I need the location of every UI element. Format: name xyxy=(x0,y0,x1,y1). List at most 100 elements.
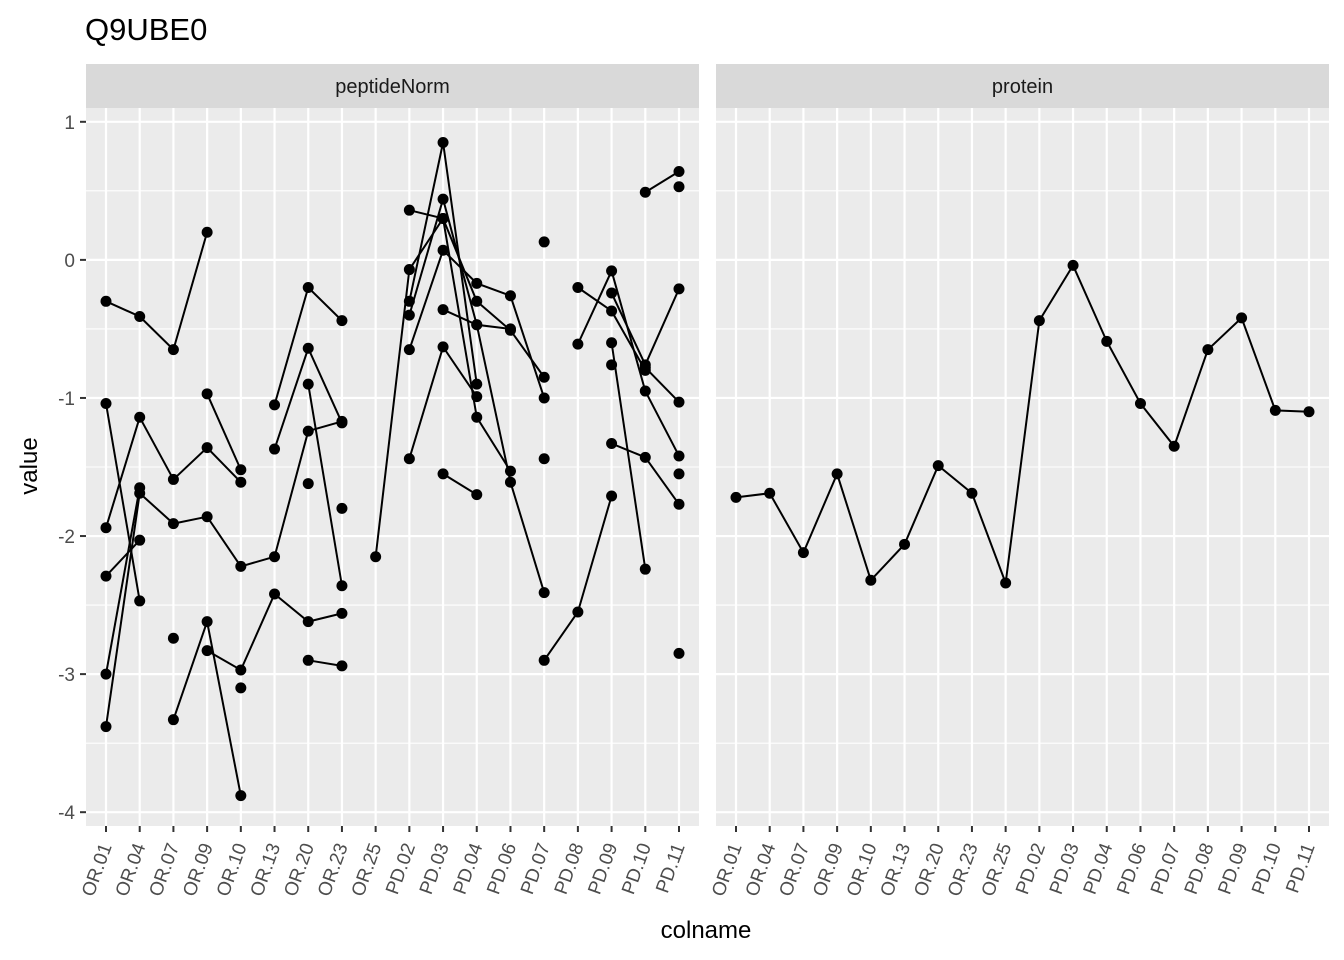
series-line xyxy=(105,487,141,675)
series-4 xyxy=(100,534,146,582)
data-point xyxy=(336,417,348,429)
data-point xyxy=(966,487,978,499)
y-tick-label: -4 xyxy=(58,803,75,824)
data-point xyxy=(831,468,843,480)
facet-strip-label: peptideNorm xyxy=(335,76,450,98)
data-point xyxy=(538,654,550,666)
series-line xyxy=(610,342,647,570)
data-point xyxy=(134,411,146,423)
data-point xyxy=(403,309,415,321)
x-tick-label: PD.07 xyxy=(1147,841,1185,898)
data-point xyxy=(302,478,314,490)
y-axis-title: value xyxy=(16,437,43,494)
x-tick-label: OR.10 xyxy=(843,841,882,900)
data-point xyxy=(606,337,618,349)
data-point xyxy=(639,362,651,374)
data-point xyxy=(201,645,213,657)
data-point xyxy=(797,547,809,559)
x-tick-label: OR.09 xyxy=(179,841,218,900)
data-point xyxy=(100,522,112,534)
data-point xyxy=(336,580,348,592)
data-point xyxy=(471,378,483,390)
data-point xyxy=(639,385,651,397)
x-tick-label: OR.20 xyxy=(910,841,949,900)
data-point xyxy=(1067,259,1079,271)
facet-strip xyxy=(86,64,699,108)
data-point xyxy=(235,464,247,476)
data-point xyxy=(269,399,281,411)
x-tick-label: PD.09 xyxy=(1214,841,1252,898)
x-tick-label: OR.04 xyxy=(742,840,781,899)
data-point xyxy=(572,282,584,293)
series-28 xyxy=(538,490,618,666)
data-point xyxy=(201,511,213,523)
series-17 xyxy=(336,502,348,514)
x-tick-label: OR.23 xyxy=(944,841,983,900)
data-point xyxy=(673,283,685,295)
data-point xyxy=(201,616,213,628)
x-tick-label: PD.02 xyxy=(1012,841,1050,898)
series-line xyxy=(644,366,680,403)
series-line xyxy=(105,539,141,577)
data-point xyxy=(1303,406,1315,418)
data-point xyxy=(1000,577,1012,589)
series-37 xyxy=(673,181,685,193)
series-12 xyxy=(269,282,348,411)
y-tick-label: -2 xyxy=(58,527,75,548)
series-7 xyxy=(167,632,179,644)
x-tick-label: OR.10 xyxy=(213,841,252,900)
series-line xyxy=(644,170,680,194)
data-point xyxy=(437,137,449,149)
data-point xyxy=(100,721,112,733)
x-tick-label: OR.20 xyxy=(280,841,319,900)
data-point xyxy=(471,277,483,289)
x-tick-label: PD.10 xyxy=(1248,841,1286,898)
series-15 xyxy=(302,478,314,490)
x-tick-label: OR.13 xyxy=(877,841,916,900)
data-point xyxy=(673,468,685,480)
x-tick-label: PD.08 xyxy=(551,841,589,898)
data-point xyxy=(437,304,449,316)
data-point xyxy=(572,338,584,350)
series-14 xyxy=(302,378,348,592)
data-point xyxy=(269,443,281,455)
data-point xyxy=(437,341,449,353)
data-point xyxy=(134,534,146,546)
x-tick-label: PD.03 xyxy=(416,841,454,898)
data-point xyxy=(302,282,314,293)
series-3 xyxy=(100,411,247,534)
data-point xyxy=(639,563,651,575)
data-point xyxy=(336,607,348,619)
data-point xyxy=(504,476,516,488)
data-point xyxy=(471,319,483,331)
data-point xyxy=(302,616,314,628)
data-point xyxy=(437,468,449,480)
series-1 xyxy=(730,259,1315,589)
data-point xyxy=(134,595,146,607)
data-point xyxy=(606,438,618,450)
x-tick-label: PD.04 xyxy=(450,840,488,897)
series-27 xyxy=(538,453,550,465)
data-point xyxy=(639,186,651,198)
x-tick-label: PD.03 xyxy=(1046,841,1084,898)
series-33 xyxy=(606,359,618,371)
data-point xyxy=(730,491,742,503)
facet-strip-label: protein xyxy=(992,76,1053,98)
data-point xyxy=(639,451,651,463)
y-tick-label: 0 xyxy=(64,251,75,272)
data-point xyxy=(437,244,449,256)
data-point xyxy=(437,212,449,224)
data-point xyxy=(336,315,348,327)
series-1 xyxy=(100,226,213,356)
x-tick-label: OR.07 xyxy=(146,841,185,900)
series-26 xyxy=(538,236,550,248)
facet-panels: peptideNormOR.01OR.04OR.07OR.09OR.10OR.1… xyxy=(58,64,1329,899)
data-point xyxy=(673,647,685,659)
x-tick-label: OR.01 xyxy=(78,841,117,900)
data-point xyxy=(134,487,146,499)
panel-peptideNorm: peptideNorm OR.01OR.04OR.07OR.09OR.10OR.1… xyxy=(58,64,699,899)
data-point xyxy=(167,632,179,644)
x-tick-label: PD.09 xyxy=(584,841,622,898)
series-39 xyxy=(673,647,685,659)
